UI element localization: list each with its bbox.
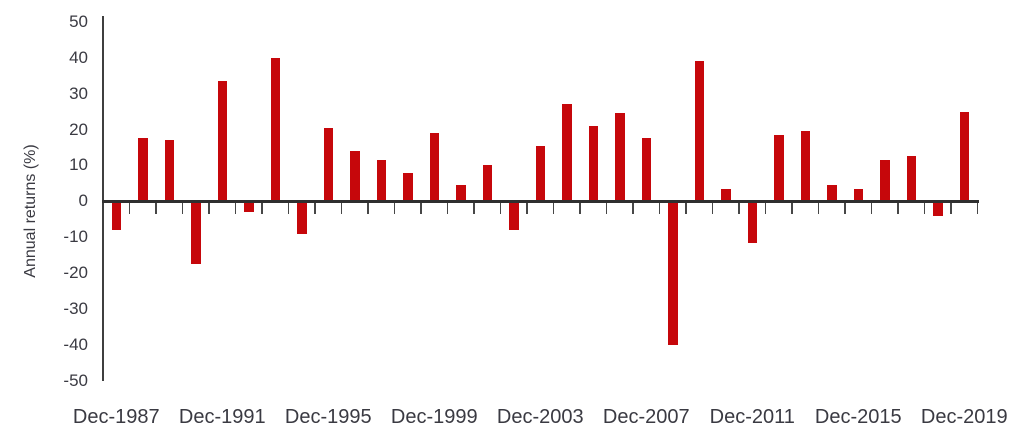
- x-axis-tick: [287, 202, 290, 214]
- x-axis-tick: [473, 202, 475, 214]
- y-axis-label: 0: [78, 191, 88, 211]
- x-axis-line: [101, 200, 979, 203]
- x-axis-tick: [340, 202, 343, 214]
- bar-Dec-2014: [827, 185, 837, 202]
- bar-Dec-2012: [774, 134, 784, 202]
- y-axis-label: 20: [69, 119, 88, 139]
- y-axis-label: -10: [63, 227, 88, 247]
- x-axis-tick: [155, 202, 157, 214]
- x-axis-tick: [817, 202, 820, 214]
- x-axis-tick: [314, 202, 316, 214]
- bar-Dec-2011: [747, 201, 757, 243]
- x-axis-tick: [870, 202, 873, 214]
- x-axis-tick: [976, 202, 979, 214]
- x-axis-tick: [632, 202, 634, 214]
- y-axis-label: -50: [63, 370, 88, 390]
- bar-Dec-2009: [694, 61, 704, 202]
- x-axis-tick: [526, 202, 528, 214]
- bar-Dec-2000: [456, 185, 466, 202]
- bar-Dec-2005: [588, 125, 598, 202]
- x-axis-tick: [367, 202, 369, 214]
- x-axis-tick: [208, 202, 210, 214]
- x-axis-tick: [446, 202, 449, 214]
- x-axis-tick: [128, 202, 131, 214]
- bar-Dec-2017: [906, 156, 916, 202]
- x-axis-label: Dec-1987: [72, 406, 160, 428]
- x-axis-label: Dec-2011: [709, 406, 795, 428]
- bar-Dec-2006: [615, 113, 625, 202]
- x-axis-tick: [738, 202, 740, 214]
- bar-Dec-2016: [880, 160, 890, 202]
- x-axis-label: Dec-1999: [390, 406, 478, 428]
- bar-Dec-1991: [217, 81, 227, 202]
- y-axis-label: 10: [69, 155, 88, 175]
- bar-Dec-2010: [721, 188, 731, 202]
- bar-Dec-1987: [111, 201, 121, 231]
- bar-Dec-1993: [270, 57, 280, 202]
- bar-Dec-1998: [403, 172, 413, 202]
- x-axis-tick: [844, 202, 846, 214]
- x-axis-tick: [181, 202, 184, 214]
- bar-Dec-2003: [535, 145, 545, 202]
- x-axis-tick: [923, 202, 926, 214]
- bar-Dec-1995: [323, 127, 333, 202]
- y-axis-label: 30: [69, 83, 88, 103]
- x-axis-tick: [764, 202, 767, 214]
- x-axis-tick: [261, 202, 263, 214]
- x-axis-tick: [605, 202, 608, 214]
- y-axis-line: [101, 16, 104, 381]
- x-axis-label: Dec-1991: [178, 406, 266, 428]
- x-axis-label: Dec-2019: [920, 406, 1008, 428]
- bar-Dec-1990: [191, 201, 201, 265]
- bar-Dec-2008: [668, 201, 678, 345]
- y-axis-label: 40: [69, 47, 88, 67]
- bar-Dec-2007: [641, 138, 651, 202]
- bar-Dec-2002: [509, 201, 519, 231]
- bar-Dec-2019: [959, 111, 969, 202]
- y-axis-label: 50: [69, 11, 88, 31]
- bar-Dec-1996: [350, 151, 360, 202]
- x-axis-tick: [897, 202, 899, 214]
- x-axis-tick: [552, 202, 555, 214]
- x-axis-tick: [579, 202, 581, 214]
- x-axis-tick: [234, 202, 237, 214]
- x-axis-tick: [950, 202, 952, 214]
- bar-Dec-1999: [429, 133, 439, 202]
- bar-Dec-1997: [376, 160, 386, 202]
- x-axis-tick: [791, 202, 793, 214]
- bar-Dec-2013: [800, 131, 810, 202]
- bar-Dec-2004: [562, 104, 572, 202]
- y-axis-label: -40: [63, 334, 88, 354]
- y-axis-label: -20: [63, 263, 88, 283]
- y-axis-label: -30: [63, 299, 88, 318]
- x-axis-label: Dec-1995: [284, 406, 372, 428]
- bar-Dec-1988: [138, 138, 148, 202]
- x-axis-tick: [420, 202, 422, 214]
- x-axis-label: Dec-2007: [602, 406, 690, 428]
- bar-Dec-1992: [244, 201, 254, 213]
- x-axis-tick: [499, 202, 502, 214]
- bar-Dec-2018: [933, 201, 943, 216]
- bar-Dec-1989: [164, 140, 174, 202]
- x-axis-label: Dec-2003: [496, 406, 584, 428]
- x-axis-tick: [711, 202, 714, 214]
- x-axis-label: Dec-2015: [814, 406, 902, 428]
- bar-Dec-1994: [297, 201, 307, 234]
- x-axis-tick: [685, 202, 687, 214]
- bar-Dec-2015: [853, 188, 863, 202]
- x-axis-tick: [393, 202, 396, 214]
- x-axis-tick: [658, 202, 661, 214]
- bar-Dec-2001: [482, 165, 492, 202]
